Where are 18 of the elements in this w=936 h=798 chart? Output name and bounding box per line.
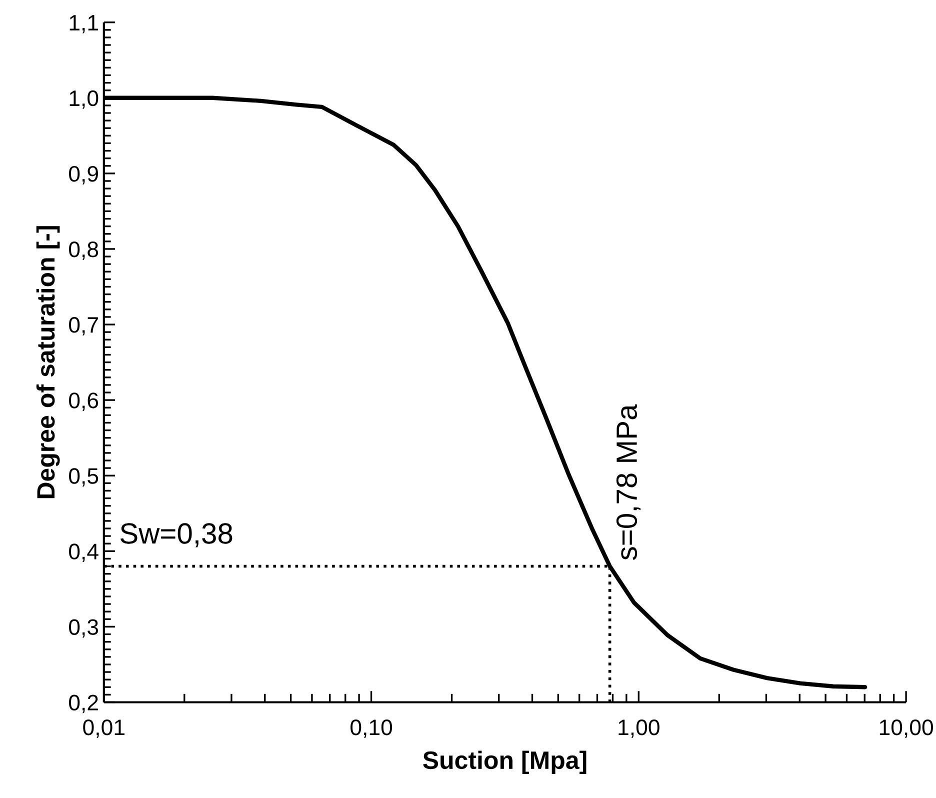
x-axis-title: Suction [Mpa]: [423, 750, 586, 774]
y-axis-title: Degree of saturation [-]: [36, 226, 60, 498]
x-tick-label: 1,00: [618, 719, 660, 738]
x-tick-label: 10,00: [880, 719, 933, 738]
y-tick-label: 0,9: [69, 166, 98, 184]
y-tick-label: 1,1: [70, 15, 98, 34]
x-tick-label: 0,01: [83, 719, 124, 738]
y-tick-label: 1,0: [70, 90, 98, 109]
ref-line-label: s=0,78 MPa: [616, 404, 641, 560]
ref-line-label: Sw=0,38: [120, 523, 232, 548]
y-tick-label: 0,8: [69, 242, 98, 260]
y-tick-label: 0,3: [69, 619, 98, 638]
y-tick-label: 0,7: [69, 317, 98, 336]
y-tick-label: 0,2: [69, 694, 98, 714]
y-tick-label: 0,4: [69, 544, 98, 562]
y-tick-label: 0,6: [69, 392, 98, 411]
x-tick-label: 0,10: [350, 719, 392, 738]
y-tick-label: 0,5: [69, 468, 98, 487]
